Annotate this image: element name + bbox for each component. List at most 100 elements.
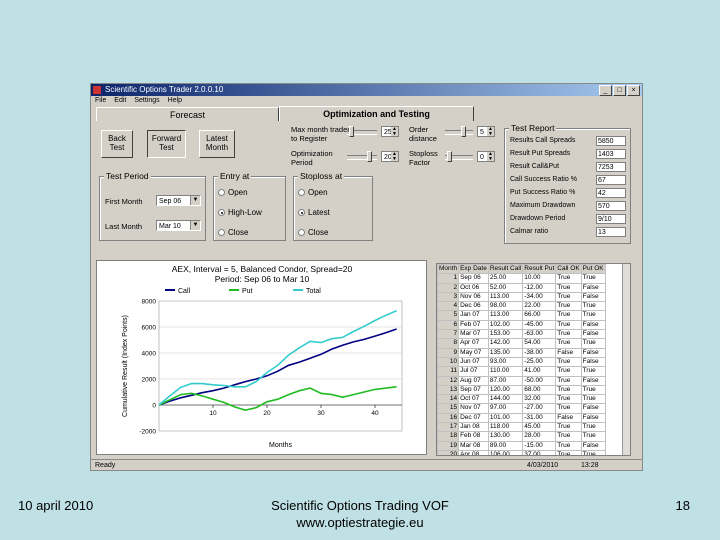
max-months-label: Max month trades to Register bbox=[291, 125, 352, 143]
table-row[interactable]: 2 Oct 06 52.00 -12.00 True False bbox=[437, 282, 606, 293]
table-row[interactable]: 8 Apr 07 142.00 54.00 True True bbox=[437, 338, 606, 349]
table-row[interactable]: 20 Apr 08 106.00 37.00 True True bbox=[437, 449, 606, 455]
spinner-arrows-icon[interactable]: ▲ ▼ bbox=[391, 151, 398, 162]
max-months-value: 25 bbox=[384, 129, 392, 136]
grid-cell: True bbox=[555, 366, 582, 377]
grid-header-cell[interactable]: Call OK bbox=[555, 264, 582, 275]
radio-dot[interactable] bbox=[218, 189, 225, 196]
order-distance-spinner[interactable]: 5 ▲ ▼ bbox=[477, 126, 495, 137]
results-grid[interactable]: Month Exp Date Result Call Result Put Call O… bbox=[436, 263, 631, 456]
grid-header-cell[interactable]: Month bbox=[437, 264, 460, 275]
table-row[interactable]: 15 Nov 07 97.00 -27.00 True False bbox=[437, 403, 606, 414]
spinner-arrows-icon[interactable]: ▲ ▼ bbox=[391, 126, 398, 137]
table-row[interactable]: 5 Jan 07 113.00 66.00 True True bbox=[437, 310, 606, 321]
table-row[interactable]: 17 Jan 08 118.00 45.00 True True bbox=[437, 422, 606, 433]
series-line-total bbox=[158, 310, 397, 406]
report-row-label: Result Call&Put bbox=[510, 163, 560, 170]
stoploss-factor-slider-thumb[interactable] bbox=[447, 151, 452, 162]
last-month-select[interactable]: Mar 10 ▼ bbox=[156, 220, 201, 231]
chevron-down-icon[interactable]: ▼ bbox=[190, 221, 200, 230]
y-tick-label: 6000 bbox=[142, 325, 157, 332]
stoploss-close-radio[interactable]: Close bbox=[298, 228, 328, 237]
grid-scrollbar[interactable] bbox=[622, 264, 630, 455]
stoploss-at-group: Stoploss at Open Latest Close bbox=[293, 171, 373, 241]
grid-header-cell[interactable]: Result Put bbox=[522, 264, 557, 275]
table-row[interactable]: 6 Feb 07 102.00 -45.00 True False bbox=[437, 319, 606, 331]
grid-cell: Aug 07 bbox=[458, 375, 489, 386]
radio-dot[interactable] bbox=[218, 229, 225, 236]
first-month-select[interactable]: Sep 06 ▼ bbox=[156, 195, 201, 206]
tab-forecast[interactable]: Forecast bbox=[96, 107, 279, 121]
stoploss-open-radio[interactable]: Open bbox=[298, 188, 328, 197]
grid-header-cell[interactable]: Exp Date bbox=[458, 264, 489, 275]
table-row[interactable]: 18 Feb 08 130.00 28.00 True True bbox=[437, 431, 606, 442]
grid-cell: True bbox=[580, 431, 606, 442]
stoploss-latest-radio[interactable]: Latest bbox=[298, 208, 330, 217]
table-row[interactable]: 14 Oct 07 144.00 32.00 True True bbox=[437, 394, 606, 405]
grid-cell: Sep 06 bbox=[458, 273, 489, 284]
spinner-arrows-icon[interactable]: ▲ ▼ bbox=[487, 151, 494, 162]
tab-optimization[interactable]: Optimization and Testing bbox=[279, 106, 474, 121]
grid-cell: True bbox=[580, 338, 606, 349]
table-row[interactable]: 9 May 07 135.00 -38.00 False False bbox=[437, 347, 606, 358]
menu-edit[interactable]: Edit bbox=[114, 97, 127, 104]
stoploss-open-label: Open bbox=[308, 188, 328, 197]
radio-dot-selected[interactable] bbox=[218, 209, 225, 216]
x-tick-label: 10 bbox=[209, 410, 217, 417]
maximize-button[interactable]: □ bbox=[613, 85, 626, 96]
latest-month-button[interactable]: Latest Month bbox=[199, 130, 235, 158]
order-distance-label: Order distance bbox=[409, 125, 437, 143]
table-row[interactable]: 11 Jul 07 110.00 41.00 True True bbox=[437, 366, 606, 377]
chevron-down-icon[interactable]: ▼ bbox=[190, 196, 200, 205]
status-bar: Ready 4/03/2010 13:28 bbox=[91, 459, 642, 470]
grid-cell: 10.00 bbox=[522, 273, 557, 284]
max-months-spinner[interactable]: 25 ▲ ▼ bbox=[381, 126, 399, 137]
stoploss-factor-spinner[interactable]: 0 ▲ ▼ bbox=[477, 151, 495, 162]
x-tick-label: 40 bbox=[371, 410, 379, 417]
table-row[interactable]: 13 Sep 07 120.00 68.00 True True bbox=[437, 384, 606, 396]
stoploss-factor-label: Stoploss Factor bbox=[409, 149, 438, 167]
order-distance-slider[interactable] bbox=[445, 130, 473, 135]
grid-cell: -25.00 bbox=[522, 356, 557, 368]
radio-dot-selected[interactable] bbox=[298, 209, 305, 216]
grid-cell: 110.00 bbox=[487, 366, 524, 377]
table-row[interactable]: 19 Mar 08 89.00 -15.00 True False bbox=[437, 440, 606, 451]
opt-period-slider-thumb[interactable] bbox=[367, 151, 372, 162]
order-distance-slider-thumb[interactable] bbox=[461, 126, 466, 137]
menu-help[interactable]: Help bbox=[167, 97, 183, 104]
minimize-button[interactable]: _ bbox=[599, 85, 612, 96]
entry-open-radio[interactable]: Open bbox=[218, 188, 248, 197]
opt-period-slider[interactable] bbox=[347, 155, 377, 160]
grid-cell: 93.00 bbox=[487, 356, 524, 368]
menu-settings[interactable]: Settings bbox=[134, 97, 160, 104]
forward-test-button[interactable]: Forward Test bbox=[147, 130, 186, 158]
table-row[interactable]: 16 Dec 07 101.00 -31.00 False False bbox=[437, 412, 606, 424]
legend-label: Call bbox=[178, 288, 191, 295]
grid-cell: -63.00 bbox=[522, 329, 557, 340]
menu-file[interactable]: File bbox=[95, 97, 107, 104]
entry-high-low-radio[interactable]: High-Low bbox=[218, 208, 262, 217]
table-row[interactable]: 10 Jun 07 93.00 -25.00 True False bbox=[437, 356, 606, 368]
grid-row-header: 8 bbox=[437, 338, 460, 349]
spinner-arrows-icon[interactable]: ▲ ▼ bbox=[487, 126, 494, 137]
table-row[interactable]: 7 Mar 07 153.00 -63.00 True False bbox=[437, 329, 606, 340]
max-months-slider-thumb[interactable] bbox=[349, 126, 354, 137]
grid-header-cell[interactable]: Put OK bbox=[580, 264, 606, 275]
table-row[interactable]: 1 Sep 06 25.00 10.00 True True bbox=[437, 273, 606, 284]
grid-cell: False bbox=[555, 347, 582, 358]
table-row[interactable]: 3 Nov 06 113.00 -34.00 True False bbox=[437, 291, 606, 303]
grid-cell: May 07 bbox=[458, 347, 489, 358]
opt-period-spinner[interactable]: 20 ▲ ▼ bbox=[381, 151, 399, 162]
close-button[interactable]: × bbox=[627, 85, 640, 96]
test-period-group: Test Period First Month Sep 06 ▼ Last Mon… bbox=[99, 171, 206, 241]
table-row[interactable]: 4 Dec 06 98.00 22.00 True True bbox=[437, 301, 606, 312]
entry-close-radio[interactable]: Close bbox=[218, 228, 248, 237]
table-row[interactable]: 12 Aug 07 87.00 -50.00 True False bbox=[437, 375, 606, 386]
grid-cell: 45.00 bbox=[522, 422, 557, 433]
stoploss-factor-slider[interactable] bbox=[445, 155, 473, 160]
max-months-slider[interactable] bbox=[347, 130, 377, 135]
radio-dot[interactable] bbox=[298, 189, 305, 196]
grid-header-cell[interactable]: Result Call bbox=[487, 264, 524, 275]
back-test-button[interactable]: Back Test bbox=[101, 130, 133, 158]
radio-dot[interactable] bbox=[298, 229, 305, 236]
